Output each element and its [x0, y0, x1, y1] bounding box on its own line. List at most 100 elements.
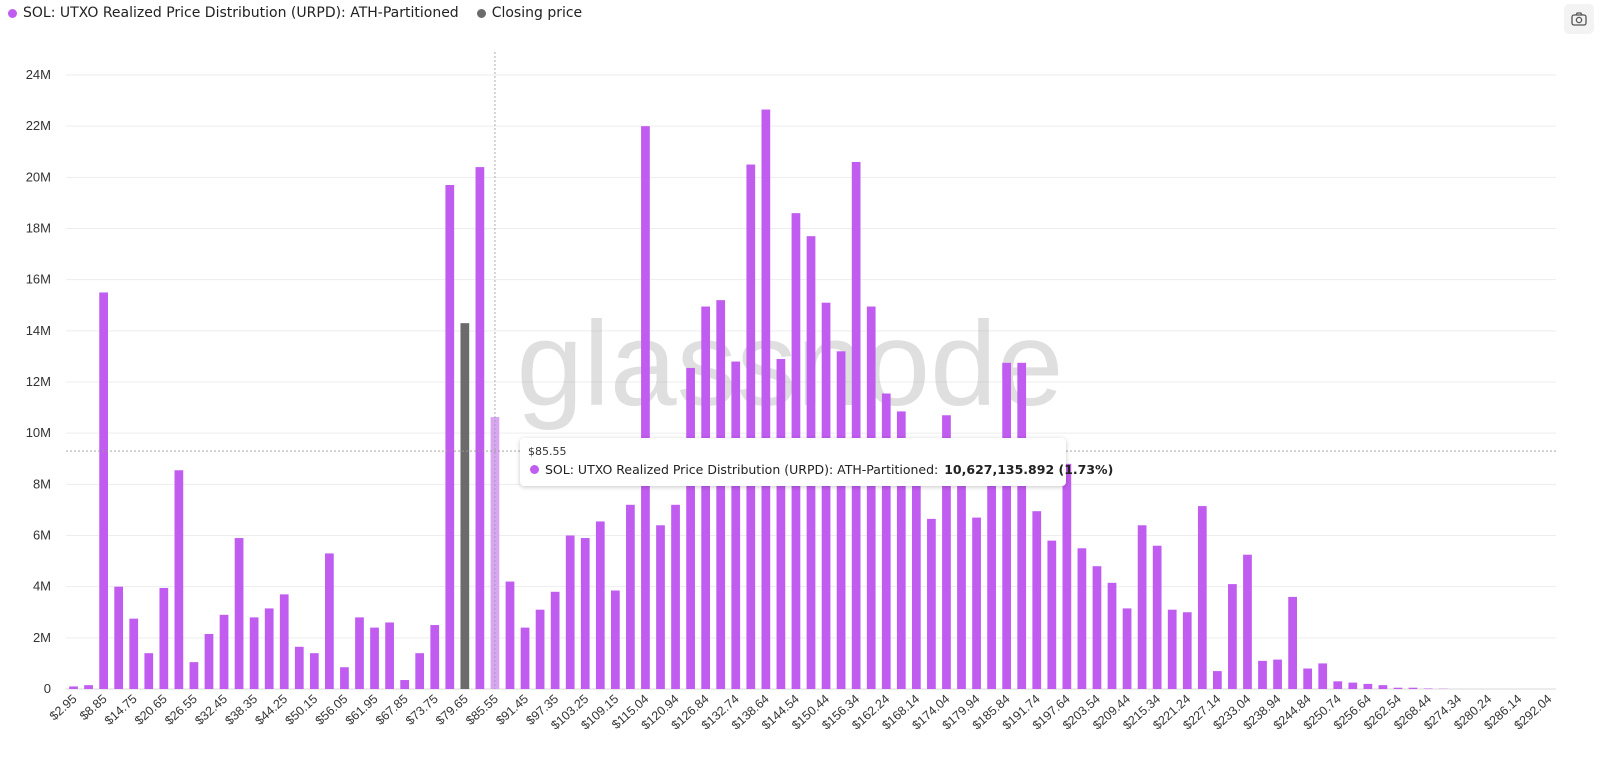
bar [1107, 582, 1117, 689]
x-tick-label: $2.95 [47, 692, 80, 723]
bar [626, 504, 635, 689]
bar [1228, 584, 1237, 689]
bar [1378, 685, 1388, 689]
tooltip: $85.55 SOL: UTXO Realized Price Distribu… [520, 438, 1113, 486]
y-tick-label: 20M [26, 169, 51, 184]
bar [550, 591, 560, 689]
x-axis-labels: $2.95$8.85$14.75$20.65$26.55$32.45$38.35… [47, 692, 1555, 733]
bar [957, 471, 966, 689]
legend-label-urpd: SOL: UTXO Realized Price Distribution (U… [23, 5, 459, 21]
bar [1408, 687, 1418, 689]
x-tick-label: $32.45 [192, 692, 230, 728]
bar [1258, 660, 1267, 689]
y-tick-label: 0 [44, 681, 51, 696]
legend: SOL: UTXO Realized Price Distribution (U… [8, 5, 582, 21]
bar [1137, 525, 1147, 689]
bar [264, 608, 274, 689]
bar [656, 525, 665, 689]
bar [1122, 608, 1132, 689]
watermark-group: glassnode [516, 297, 1063, 431]
bar [355, 617, 364, 689]
x-tick-label: $50.15 [283, 692, 321, 728]
x-tick-label: $91.45 [493, 692, 531, 728]
bar [716, 300, 726, 689]
x-tick-label: $61.95 [343, 692, 381, 728]
bar [535, 609, 545, 689]
y-tick-label: 6M [33, 528, 51, 543]
bar [1393, 687, 1403, 689]
legend-label-closing-price: Closing price [491, 5, 583, 21]
bar [1152, 545, 1162, 689]
bars [69, 109, 1448, 690]
bar [686, 367, 695, 689]
legend-item-urpd[interactable]: SOL: UTXO Realized Price Distribution (U… [8, 5, 459, 21]
tooltip-title: $85.55 [528, 445, 567, 458]
bar [309, 653, 319, 689]
bar [1318, 663, 1328, 689]
bar [896, 411, 906, 689]
bar [99, 292, 108, 689]
bar [1243, 554, 1252, 689]
bar [595, 521, 605, 689]
bar [1348, 682, 1358, 689]
bar [1197, 506, 1207, 689]
y-axis-labels: 0 2M 4M 6M 8M 10M 12M 14M 16M 18M 20M 22M 24M [26, 67, 51, 696]
watermark: glassnode [516, 297, 1063, 431]
bar [340, 667, 349, 689]
x-tick-label: $44.25 [252, 692, 290, 728]
bar [234, 538, 244, 689]
bar [1333, 681, 1343, 689]
bar [731, 361, 741, 689]
bar [911, 471, 921, 689]
y-tick-label: 12M [26, 374, 51, 389]
bar [114, 586, 124, 689]
bar [1288, 596, 1297, 689]
y-tick-label: 10M [26, 425, 51, 440]
x-tick-label: $38.35 [222, 692, 260, 728]
y-tick-label: 8M [33, 476, 51, 491]
bar [415, 653, 425, 689]
tooltip-row: SOL: UTXO Realized Price Distribution (U… [530, 462, 1113, 477]
bar [881, 393, 891, 689]
bar [219, 614, 229, 689]
x-tick-label: $79.65 [433, 692, 471, 728]
x-tick-label: $67.85 [373, 692, 411, 728]
y-tick-label: 2M [33, 630, 51, 645]
tooltip-series-marker [530, 465, 539, 474]
y-tick-label: 4M [33, 579, 51, 594]
bar [325, 553, 334, 689]
bar [129, 618, 139, 689]
bar [746, 164, 756, 689]
bar [972, 517, 981, 689]
bar [942, 415, 951, 689]
tooltip-value: 10,627,135.892 (1.73%) [944, 462, 1114, 477]
bar [1062, 463, 1072, 689]
x-tick-label: $85.55 [463, 692, 501, 728]
bar [520, 627, 530, 689]
bar-closing-price [460, 323, 470, 689]
bar [385, 622, 394, 689]
bar [776, 358, 786, 689]
screenshot-button[interactable] [1564, 4, 1594, 34]
y-tick-label: 16M [26, 272, 51, 287]
bar [580, 538, 590, 689]
bar [1092, 566, 1102, 689]
bar [1423, 688, 1433, 689]
bar [189, 662, 199, 689]
y-tick-label: 24M [26, 67, 51, 82]
bar [1032, 511, 1042, 689]
bar [1182, 612, 1192, 689]
bar [370, 627, 379, 689]
bar [836, 351, 846, 689]
bar [505, 581, 515, 689]
x-tick-label: $26.55 [162, 692, 200, 728]
bar [1273, 659, 1282, 689]
bar [84, 685, 93, 689]
bar [866, 306, 876, 689]
bar [430, 625, 440, 689]
x-tick-label: $56.05 [313, 692, 351, 728]
legend-item-closing-price[interactable]: Closing price [476, 5, 583, 21]
x-tick-label: $73.75 [403, 692, 441, 728]
bar [400, 680, 410, 689]
